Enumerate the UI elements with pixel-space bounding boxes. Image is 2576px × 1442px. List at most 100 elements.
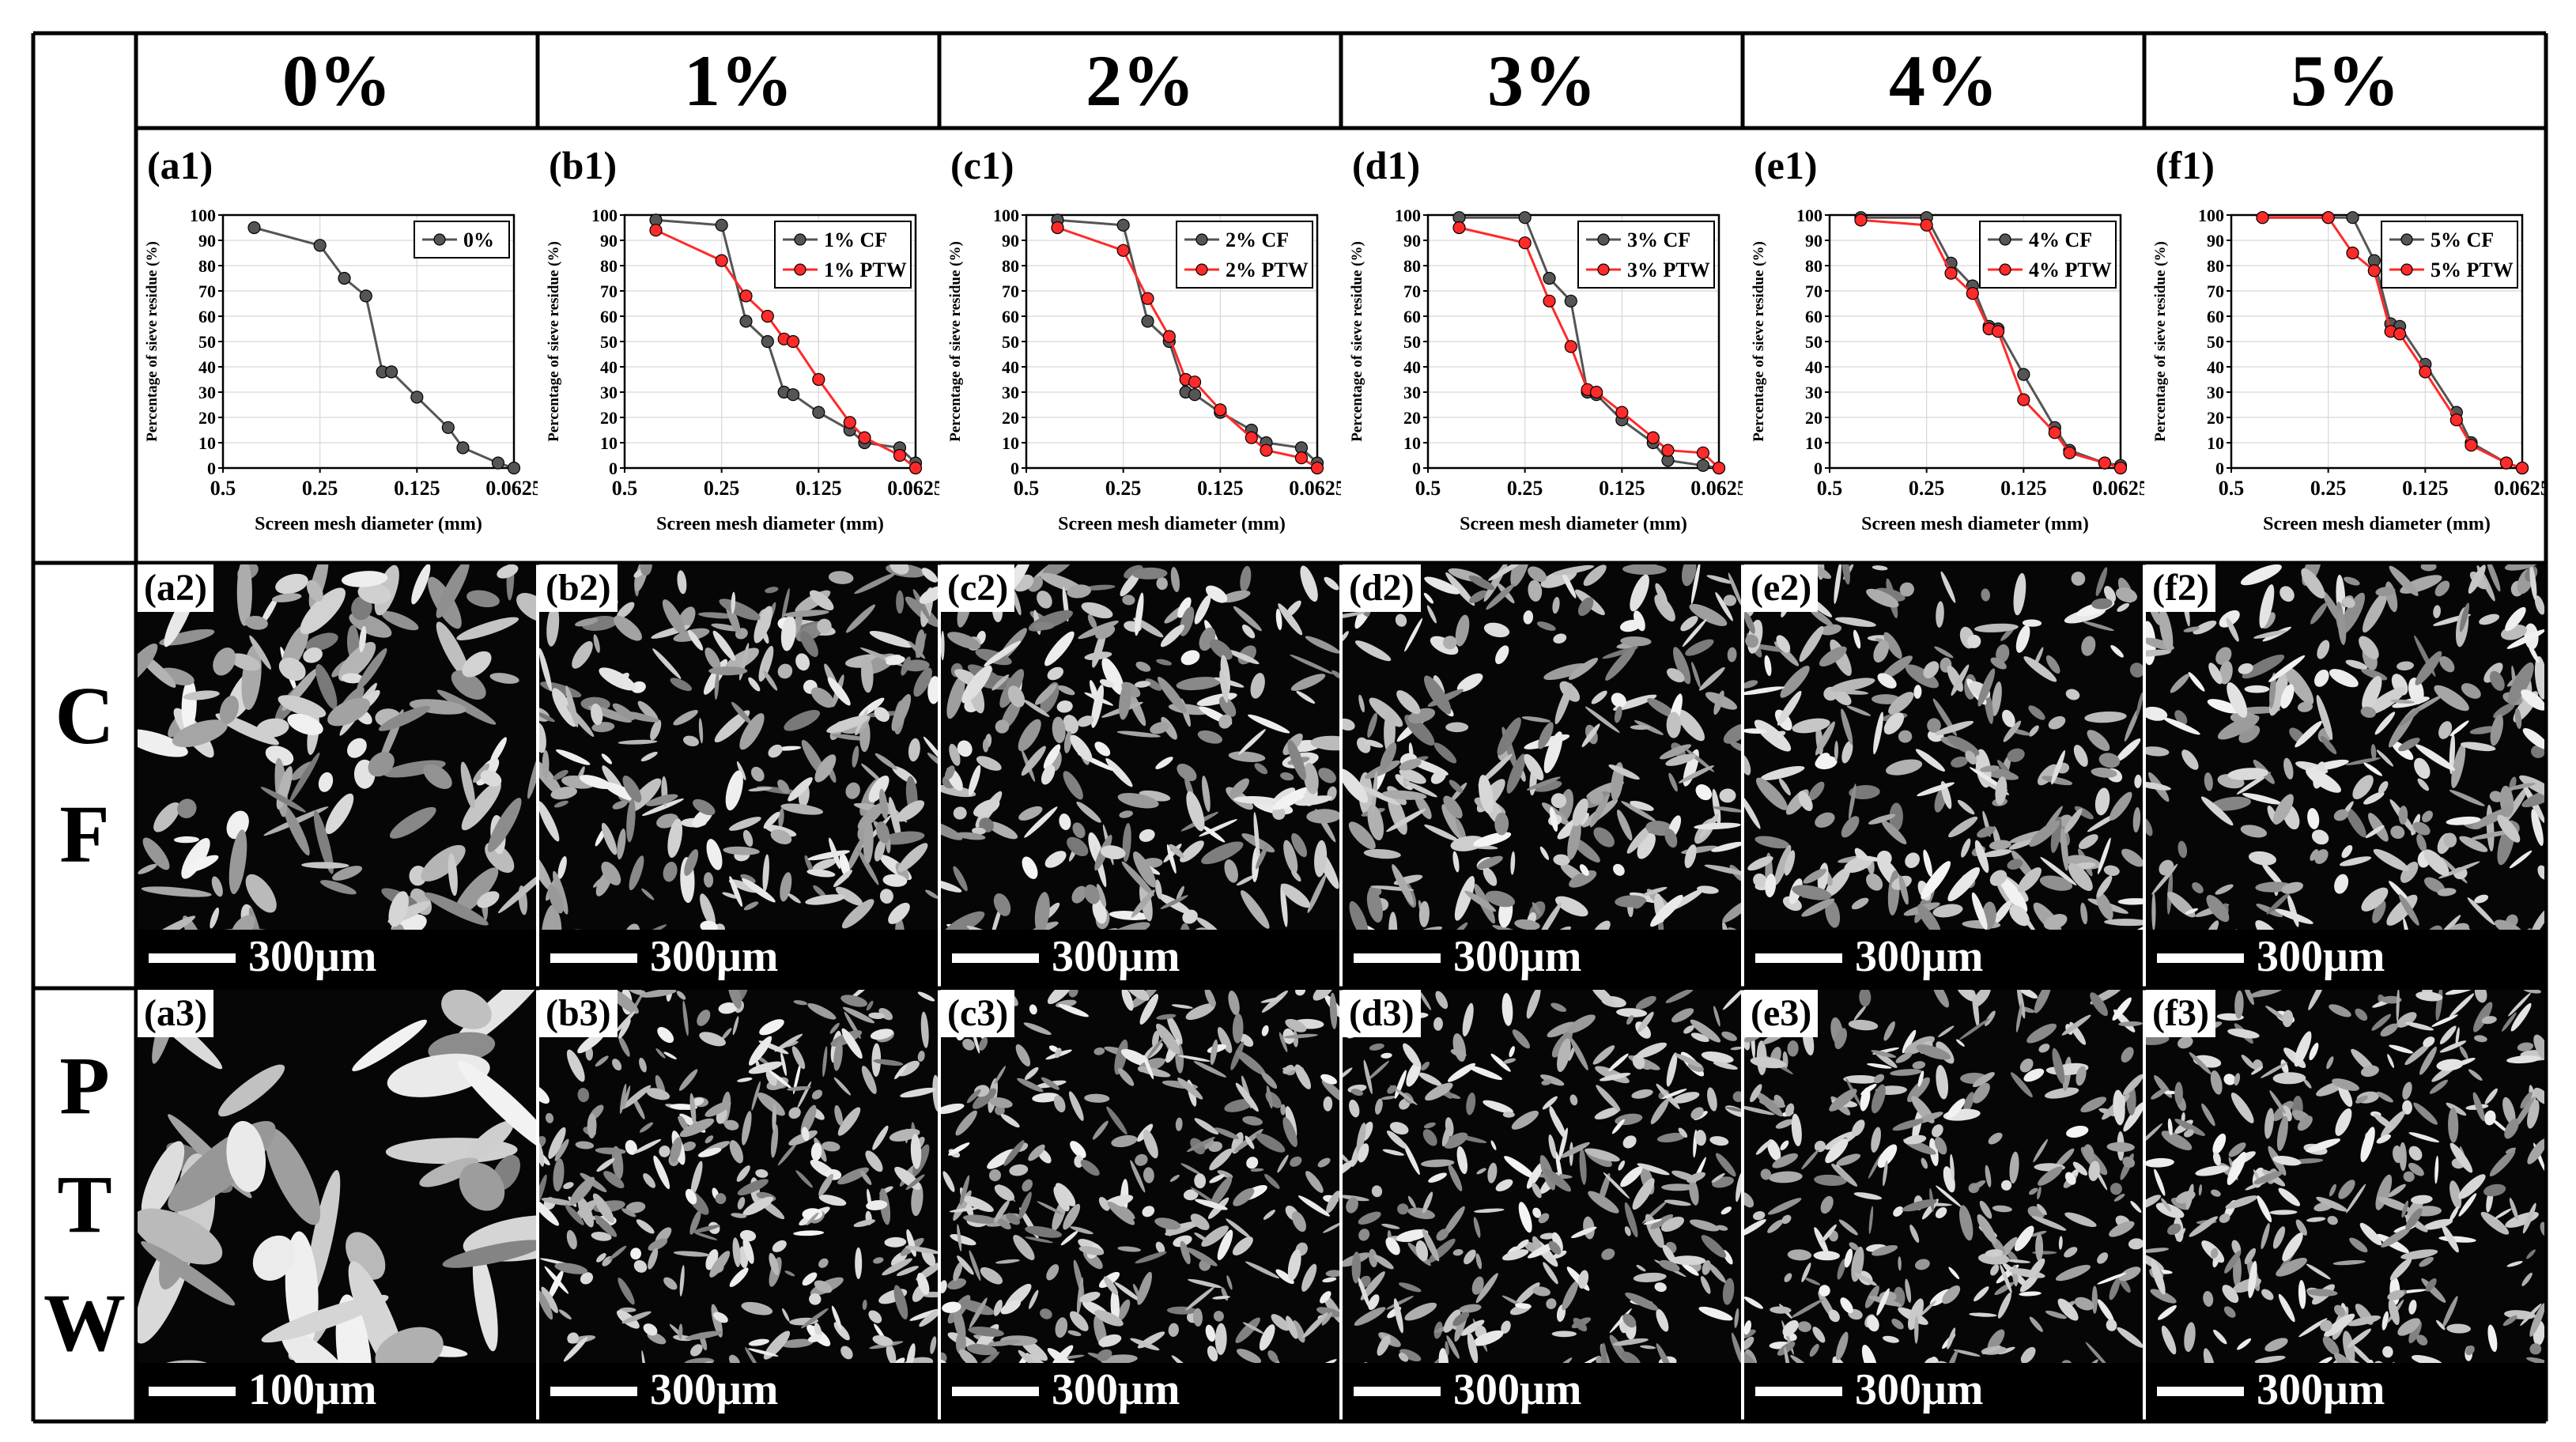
- particle: [1919, 1300, 1936, 1317]
- y-tick-label: 0: [1814, 459, 1822, 478]
- particle: [2276, 1115, 2288, 1152]
- particle: [1868, 1153, 1883, 1179]
- particle: [558, 1309, 572, 1319]
- particle: [2212, 1133, 2227, 1154]
- particle: [1209, 1174, 1226, 1183]
- y-tick-label: 70: [2207, 281, 2224, 301]
- data-point: [2419, 365, 2432, 379]
- particle: [1650, 1098, 1669, 1125]
- particle: [1256, 1133, 1286, 1153]
- particle: [1668, 772, 1678, 792]
- particle: [1506, 753, 1526, 794]
- particle: [1454, 875, 1475, 921]
- particle: [1386, 1296, 1415, 1310]
- particle: [2266, 893, 2291, 915]
- particle: [697, 1010, 711, 1026]
- particle: [973, 798, 1000, 817]
- particle: [1599, 1072, 1631, 1082]
- particle: [1684, 844, 1697, 869]
- particle: [566, 1049, 585, 1082]
- particle: [1665, 753, 1696, 766]
- particle: [1130, 1338, 1160, 1351]
- particle: [2378, 781, 2389, 794]
- particle: [882, 1258, 912, 1276]
- particle: [1921, 861, 1951, 900]
- particle: [645, 794, 678, 806]
- particle: [969, 1297, 988, 1328]
- particle: [141, 1141, 185, 1219]
- particle: [2037, 1186, 2042, 1200]
- particle: [1730, 741, 1741, 753]
- particle: [2076, 1066, 2087, 1086]
- particle: [2416, 834, 2427, 852]
- column-header: 2%: [1086, 40, 1195, 121]
- particle: [1219, 670, 1229, 704]
- particle: [2064, 808, 2083, 834]
- particle: [2109, 1278, 2121, 1300]
- particle: [1226, 1218, 1251, 1239]
- particle: [814, 1323, 822, 1339]
- particle: [690, 1344, 703, 1357]
- particle: [1888, 692, 1914, 715]
- particle: [1539, 1074, 1565, 1086]
- particle: [947, 1278, 967, 1290]
- particle: [1637, 1163, 1670, 1176]
- particle: [2151, 1259, 2166, 1295]
- particle: [944, 765, 955, 780]
- particle: [2465, 1345, 2475, 1356]
- particle: [765, 1069, 777, 1086]
- data-point: [786, 388, 800, 402]
- particle: [1881, 820, 1907, 845]
- particle: [1297, 1195, 1331, 1217]
- particle: [436, 564, 470, 618]
- particle: [1142, 1206, 1155, 1217]
- particle: [1744, 795, 1761, 829]
- particle: [1510, 564, 1532, 587]
- particle: [553, 769, 568, 780]
- particle: [2295, 1219, 2307, 1236]
- particle: [1282, 1066, 1304, 1071]
- particle: [2298, 1280, 2306, 1309]
- particle: [1985, 1165, 1992, 1187]
- data-point: [812, 406, 825, 419]
- particle: [1295, 990, 1306, 996]
- particle: [1233, 796, 1279, 804]
- particle: [2306, 1217, 2326, 1222]
- particle: [1715, 1153, 1736, 1177]
- particle: [2226, 617, 2239, 642]
- particle: [706, 839, 723, 870]
- particle: [2527, 1100, 2540, 1129]
- particle: [2236, 772, 2271, 795]
- particle: [1955, 990, 1977, 1002]
- particle: [1579, 864, 1589, 876]
- particle: [1840, 1297, 1853, 1314]
- particle: [861, 655, 874, 693]
- particle: [2530, 908, 2544, 937]
- particle: [2458, 1174, 2486, 1199]
- particle: [2029, 820, 2060, 847]
- data-point: [1245, 431, 1258, 444]
- particle: [1948, 816, 1978, 838]
- particle: [421, 844, 466, 881]
- particle: [2065, 689, 2080, 700]
- particle: [1068, 1091, 1084, 1121]
- data-point: [1854, 213, 1868, 227]
- particle: [784, 1270, 795, 1277]
- particle: [941, 1280, 947, 1293]
- particle: [1755, 777, 1788, 810]
- particle: [593, 634, 600, 653]
- particle: [2297, 701, 2313, 712]
- particle: [2422, 810, 2433, 823]
- data-point: [1966, 287, 1979, 300]
- particle: [1661, 1183, 1695, 1191]
- particle: [1654, 595, 1675, 622]
- particle: [577, 1196, 594, 1228]
- particle: [729, 1140, 744, 1164]
- particle: [1836, 1331, 1849, 1361]
- particle: [2096, 875, 2113, 897]
- particle: [2526, 1357, 2544, 1365]
- particle: [2211, 796, 2252, 811]
- particle: [2014, 1225, 2034, 1251]
- particle: [2363, 791, 2385, 805]
- particle: [1420, 1159, 1455, 1168]
